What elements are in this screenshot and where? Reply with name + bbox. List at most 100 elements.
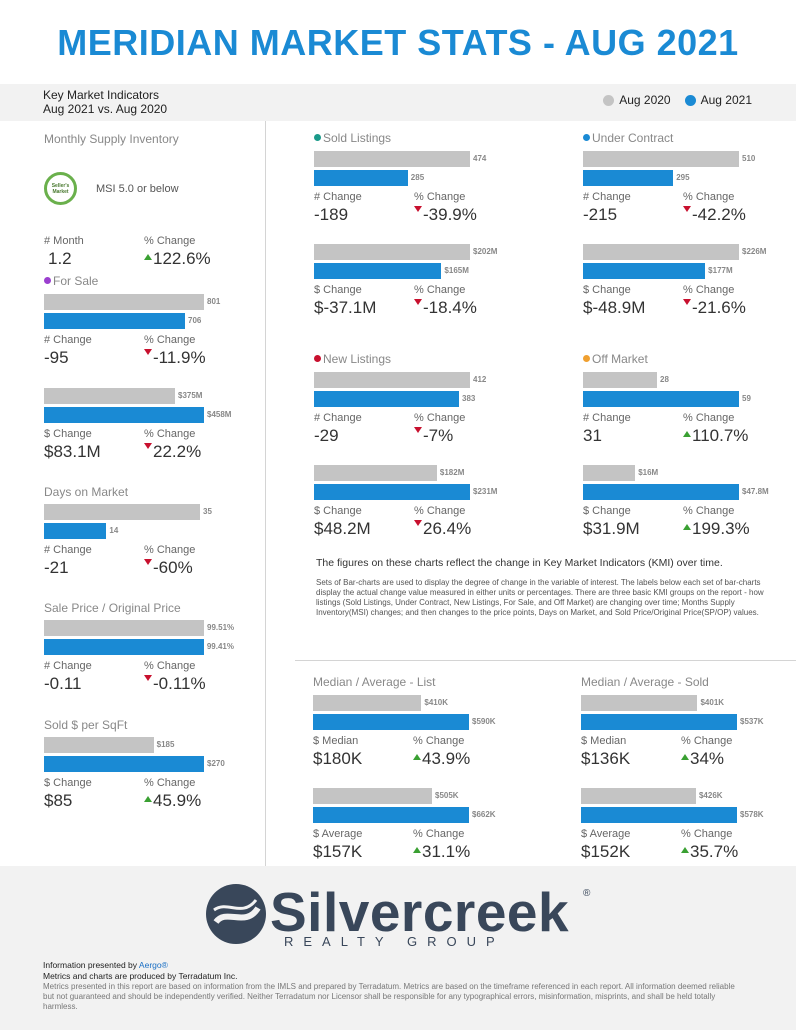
msi-value-b-text: 122.6% <box>153 249 211 268</box>
logo-subtitle: REALTY GROUP <box>284 934 505 949</box>
sold-median-bar-curr <box>581 714 737 730</box>
sale-price-ratio-bar-label-curr: 99.41% <box>206 642 234 651</box>
new-count-bar-label-curr: 383 <box>462 394 476 403</box>
list-average-label-b: % Change <box>413 828 465 840</box>
kmi-period: Aug 2021 vs. Aug 2020 <box>43 102 168 116</box>
up-arrow-icon <box>681 847 689 853</box>
off-dollars-bar-label-curr: $47.8M <box>742 487 769 496</box>
sold-average-bar-label-prev: $426K <box>698 791 723 800</box>
for-sale-count-value-b-text: -11.9% <box>153 348 206 367</box>
footer-disclaimer: Metrics presented in this report are bas… <box>43 982 735 1011</box>
off-count-bar-label-prev: 28 <box>660 375 669 384</box>
new-dollars-value-a: $48.2M <box>314 519 371 538</box>
down-arrow-icon <box>414 299 422 305</box>
contract-dollars-bar-curr <box>583 263 706 279</box>
up-arrow-icon <box>413 754 421 760</box>
off-count-value-b-text: 110.7% <box>692 426 749 445</box>
list-median-bar-label-prev: $410K <box>424 698 448 707</box>
sale-price-ratio-bar-prev <box>44 620 204 636</box>
for-sale-count-label-b: % Change <box>144 334 196 346</box>
sold-per-sqft-value-b-text: 45.9% <box>153 791 202 810</box>
sale-price-ratio-value-b-text: -0.11% <box>153 674 206 693</box>
new-count-bar-label-prev: 412 <box>473 375 487 384</box>
contract-dollars-bar-label-prev: $226M <box>742 247 767 256</box>
sold-count-bar-label-curr: 285 <box>410 173 425 182</box>
off-dollars-bar-curr <box>583 484 739 500</box>
sale-price-ratio-value-a: -0.11 <box>44 674 82 693</box>
days-on-market-bar-label-curr: 14 <box>109 526 119 535</box>
contract-count-label-a: # Change <box>583 191 631 203</box>
list-average-value-b: 31.1% <box>413 842 470 862</box>
sold-average-value-b-text: 35.7% <box>690 842 739 861</box>
contract-count-label-b: % Change <box>683 191 735 203</box>
new-count-dot-icon <box>314 355 321 362</box>
new-count-label-a: # Change <box>314 412 362 424</box>
sold-dollars-bar-label-prev: $202M <box>473 247 498 256</box>
list-average-bar-label-prev: $505K <box>435 791 459 800</box>
days-on-market-label-a: # Change <box>44 544 92 556</box>
contract-count-title-text: Under Contract <box>592 131 674 145</box>
days-on-market-label-b: % Change <box>144 544 196 556</box>
for-sale-dollars-value-b-text: 22.2% <box>153 442 202 461</box>
explanation-body: Sets of Bar-charts are used to display t… <box>316 578 764 617</box>
section-divider <box>295 660 796 661</box>
sold-median-bar-label-curr: $537K <box>740 717 764 726</box>
sold-per-sqft-value-b: 45.9% <box>144 791 201 811</box>
up-arrow-icon <box>144 254 152 260</box>
explanation-heading: The figures on these charts reflect the … <box>316 557 723 569</box>
sold-median-value-b: 34% <box>681 749 724 769</box>
sold-dollars-label-a: $ Change <box>314 284 362 296</box>
sold-per-sqft-value-a: $85 <box>44 791 73 810</box>
sold-dollars-value-a: $-37.1M <box>314 298 377 317</box>
off-dollars-label-b: % Change <box>683 505 735 517</box>
new-dollars-label-a: $ Change <box>314 505 362 517</box>
for-sale-count-bar-label-curr: 706 <box>188 316 202 325</box>
sold-per-sqft-label-a: $ Change <box>44 777 92 789</box>
new-count-value-b-text: -7% <box>423 426 454 445</box>
list-median-bar-curr <box>313 714 469 730</box>
sale-price-ratio-value-b: -0.11% <box>144 674 206 694</box>
msi-value-b: 122.6% <box>144 249 211 269</box>
off-dollars-bar-prev <box>583 465 636 481</box>
off-count-bar-curr <box>583 391 739 407</box>
up-arrow-icon <box>681 754 689 760</box>
sold-per-sqft-label-b: % Change <box>144 777 196 789</box>
contract-count-bar-curr <box>583 170 674 186</box>
sold-average-label-a: $ Average <box>581 828 631 840</box>
for-sale-dollars-bar-label-prev: $375M <box>178 391 203 400</box>
logo-wordmark: Silvercreek <box>270 881 570 943</box>
sold-count-bar-label-prev: 474 <box>473 154 487 163</box>
contract-dollars-bar-prev <box>583 244 739 260</box>
for-sale-count-title: For Sale <box>44 274 98 288</box>
msi-label-b: % Change <box>144 235 196 247</box>
sold-median-bar-label-prev: $401K <box>700 698 725 707</box>
kmi-title: Key Market Indicators <box>43 88 160 102</box>
list-average-value-a: $157K <box>313 842 363 861</box>
sold-median-title-text: Median / Average - Sold <box>581 675 709 689</box>
sold-count-bar-curr <box>314 170 408 186</box>
list-median-label-b: % Change <box>413 735 465 747</box>
list-median-title-text: Median / Average - List <box>313 675 436 689</box>
contract-dollars-value-a: $-48.9M <box>583 298 646 317</box>
new-dollars-bar-label-curr: $231M <box>473 487 498 496</box>
sold-average-value-b: 35.7% <box>681 842 738 862</box>
list-average-bar-label-curr: $662K <box>472 810 496 819</box>
aergo-link[interactable]: Aergo® <box>138 960 168 970</box>
contract-count-title: Under Contract <box>583 131 673 145</box>
new-dollars-bar-curr <box>314 484 470 500</box>
sold-count-value-b-text: -39.9% <box>423 205 477 224</box>
new-dollars-value-b: 26.4% <box>414 519 471 539</box>
new-count-title-text: New Listings <box>323 352 392 366</box>
list-median-title: Median / Average - List <box>313 675 436 689</box>
down-arrow-icon <box>414 427 422 433</box>
sold-count-title-text: Sold Listings <box>323 131 392 145</box>
new-dollars-bar-label-prev: $182M <box>439 468 465 477</box>
sale-price-ratio-title: Sale Price / Original Price <box>44 601 181 615</box>
new-count-value-b: -7% <box>414 426 453 446</box>
list-average-bar-prev <box>313 788 432 804</box>
legend: Aug 2020 Aug 2021 <box>603 93 752 107</box>
new-dollars-label-b: % Change <box>414 505 466 517</box>
off-count-title: Off Market <box>583 352 648 366</box>
legend-item-curr: Aug 2021 <box>684 93 752 107</box>
sold-per-sqft-title-text: Sold $ per SqFt <box>44 718 128 732</box>
